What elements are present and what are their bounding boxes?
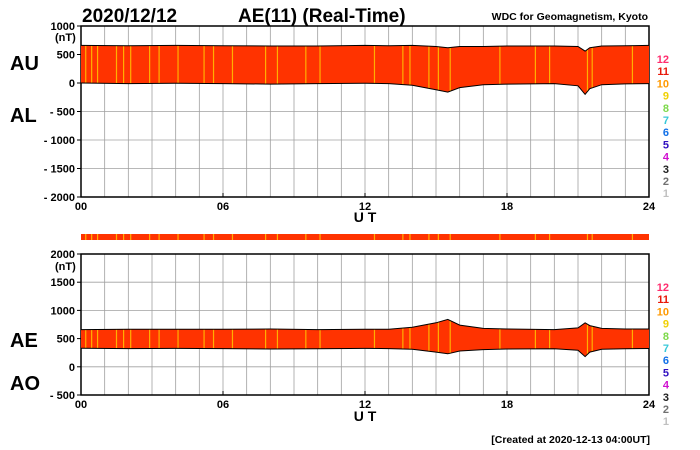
x-tick-label: 18 (501, 399, 513, 411)
x-tick-label: 24 (643, 201, 656, 213)
x-tick-label: 12 (359, 201, 371, 213)
x-tick-label: 06 (217, 201, 229, 213)
legend-item: 10 (657, 78, 669, 90)
legend-item: 2 (663, 176, 669, 188)
legend-item: 12 (657, 54, 669, 66)
y-tick-label: 0 (69, 362, 75, 374)
legend-item: 3 (663, 392, 669, 404)
legend-item: 3 (663, 164, 669, 176)
ao-label: AO (10, 373, 40, 395)
legend-item: 1 (663, 188, 669, 200)
y-tick-label: 1500 (51, 277, 75, 289)
x-tick-label: 18 (501, 201, 513, 213)
band-fill (81, 319, 649, 357)
legend-item: 8 (663, 103, 669, 115)
x-axis-title-bottom: U T (354, 408, 377, 424)
x-tick-label: 00 (75, 399, 87, 411)
unit-label-bottom: (nT) (55, 261, 76, 273)
legend-item: 5 (663, 139, 669, 151)
y-tick-label: 2000 (51, 249, 75, 261)
created-timestamp: [Created at 2020-12-13 04:00UT] (491, 434, 650, 446)
y-tick-label: 500 (57, 334, 75, 346)
legend-item: 7 (663, 343, 669, 355)
series-line-ae (80, 318, 649, 331)
x-axis-title-top: U T (354, 209, 377, 225)
legend-item: 9 (663, 319, 669, 331)
legend-item: 1 (663, 416, 669, 428)
activity-strip (81, 234, 649, 240)
series-line-al (80, 82, 650, 96)
legend-item: 7 (663, 115, 669, 127)
y-tick-label: 1000 (51, 305, 75, 317)
series-line-ao (80, 347, 650, 358)
band-fill (81, 45, 649, 95)
legend-item: 4 (663, 380, 670, 392)
y-tick-label: 0 (69, 78, 75, 90)
y-tick-label: 1000 (51, 21, 75, 33)
x-tick-label: 00 (75, 201, 87, 213)
y-tick-label: - 1500 (44, 164, 75, 176)
legend-item: 6 (663, 355, 669, 367)
date-heading: 2020/12/12 (82, 6, 177, 27)
x-tick-label: 06 (217, 399, 229, 411)
legend-item: 8 (663, 331, 669, 343)
figure-title: AE(11) (Real-Time) (238, 6, 406, 27)
strip-bar (81, 234, 649, 240)
au-label: AU (10, 53, 39, 75)
y-tick-label: - 2000 (44, 192, 75, 204)
x-tick-label: 24 (643, 399, 656, 411)
legend-item: 12 (657, 282, 669, 294)
x-tick-label: 12 (359, 399, 371, 411)
legend-item: 11 (657, 294, 669, 306)
legend-item: 2 (663, 404, 669, 416)
y-tick-label: - 500 (50, 107, 75, 119)
legend-item: 6 (663, 127, 669, 139)
series-line-au (80, 44, 650, 52)
source-label: WDC for Geomagnetism, Kyoto (492, 11, 648, 23)
al-label: AL (10, 105, 37, 127)
legend-item: 10 (657, 306, 669, 318)
y-tick-label: - 1000 (44, 135, 75, 147)
unit-label-top: (nT) (55, 32, 76, 44)
ae-label: AE (10, 330, 38, 352)
legend-item: 4 (663, 152, 670, 164)
legend-item: 9 (663, 91, 669, 103)
legend-item: 11 (657, 66, 669, 78)
y-tick-label: - 500 (50, 390, 75, 402)
legend-item: 5 (663, 367, 669, 379)
y-tick-label: 500 (57, 50, 75, 62)
